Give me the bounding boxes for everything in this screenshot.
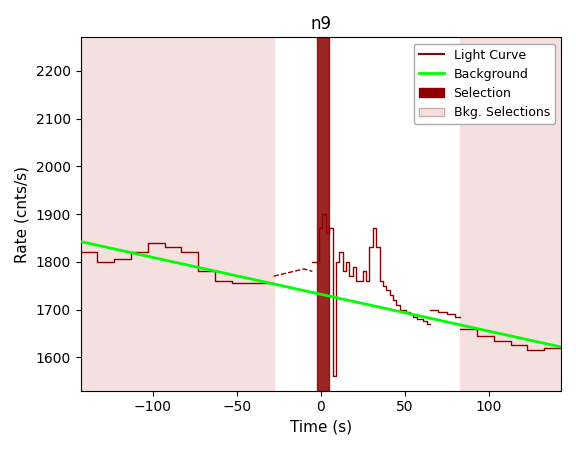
Bar <box>460 37 561 391</box>
Y-axis label: Rate (cnts/s): Rate (cnts/s) <box>15 166 30 262</box>
Title: n9: n9 <box>310 15 331 33</box>
Bar <box>317 37 329 391</box>
Bar <box>81 37 274 391</box>
Legend: Light Curve, Background, Selection, Bkg. Selections: Light Curve, Background, Selection, Bkg.… <box>414 44 555 124</box>
X-axis label: Time (s): Time (s) <box>290 420 352 435</box>
